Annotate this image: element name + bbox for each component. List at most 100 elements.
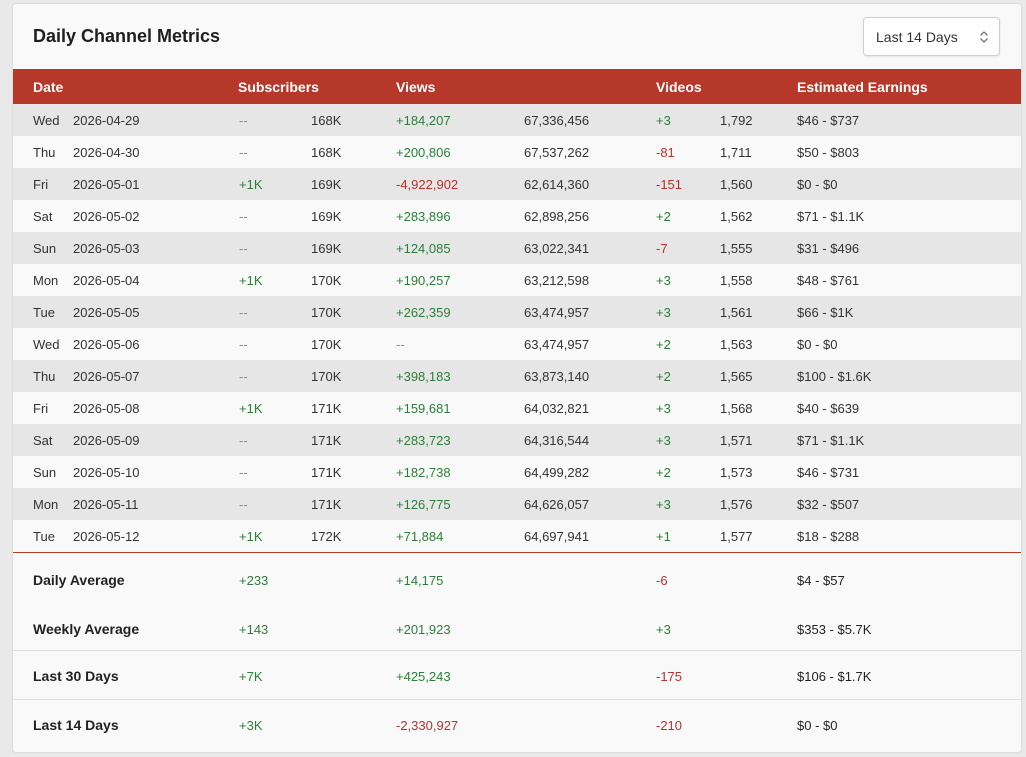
column-header-earnings[interactable]: Estimated Earnings xyxy=(797,79,928,95)
summary-views: -2,330,927 xyxy=(396,718,459,733)
cell-subscribers-change: -- xyxy=(239,305,248,320)
cell-date: 2026-05-05 xyxy=(73,305,140,320)
cell-views-total: 64,032,821 xyxy=(524,401,590,416)
cell-subscribers-change: -- xyxy=(239,369,248,384)
table-row: Wed 2026-04-29 -- 168K +184,207 67,336,456 +3 1… xyxy=(13,104,1021,136)
cell-day: Mon xyxy=(33,273,59,288)
cell-views-total: 62,614,360 xyxy=(524,177,590,192)
cell-date: 2026-05-02 xyxy=(73,209,140,224)
cell-earnings: $71 - $1.1K xyxy=(797,433,865,448)
cell-videos-total: 1,573 xyxy=(720,465,753,480)
cell-views-total: 64,316,544 xyxy=(524,433,590,448)
cell-subscribers-change: -- xyxy=(239,241,248,256)
cell-earnings: $46 - $731 xyxy=(797,465,860,480)
cell-views-total: 64,626,057 xyxy=(524,497,590,512)
cell-videos-total: 1,555 xyxy=(720,241,753,256)
cell-earnings: $48 - $761 xyxy=(797,273,860,288)
cell-views-change: +190,257 xyxy=(396,273,451,288)
cell-views-total: 63,022,341 xyxy=(524,241,590,256)
date-range-select[interactable]: Last 14 Days xyxy=(863,17,1000,56)
cell-views-change: +200,806 xyxy=(396,145,451,160)
summary-row-divider xyxy=(13,650,1021,651)
cell-videos-total: 1,563 xyxy=(720,337,753,352)
cell-videos-change: +2 xyxy=(656,337,671,352)
cell-earnings: $100 - $1.6K xyxy=(797,369,872,384)
table-row: Thu 2026-05-07 -- 170K +398,183 63,873,140 +2 1… xyxy=(13,360,1021,392)
summary-views: +201,923 xyxy=(396,622,451,637)
cell-date: 2026-04-29 xyxy=(73,113,140,128)
cell-views-total: 62,898,256 xyxy=(524,209,590,224)
summary-row: Weekly Average +143 +201,923 +3 $353 - $5.7K xyxy=(13,602,1021,650)
cell-date: 2026-05-06 xyxy=(73,337,140,352)
summary-row: Last 30 Days +7K +425,243 -175 $106 - $1.7K xyxy=(13,650,1021,699)
cell-earnings: $0 - $0 xyxy=(797,177,838,192)
cell-date: 2026-05-07 xyxy=(73,369,140,384)
cell-date: 2026-05-12 xyxy=(73,529,140,544)
cell-videos-total: 1,711 xyxy=(720,145,752,160)
column-header-date[interactable]: Date xyxy=(33,79,64,95)
cell-day: Mon xyxy=(33,497,59,512)
cell-videos-change: +1 xyxy=(656,529,671,544)
cell-videos-change: -81 xyxy=(656,145,675,160)
cell-subscribers-change: -- xyxy=(239,433,248,448)
summary-views: +14,175 xyxy=(396,573,444,588)
cell-earnings: $18 - $288 xyxy=(797,529,860,544)
column-header-views[interactable]: Views xyxy=(396,79,436,95)
summary-row: Daily Average +233 +14,175 -6 $4 - $57 xyxy=(13,553,1021,602)
summary-videos: +3 xyxy=(656,622,671,637)
cell-subscribers-change: +1K xyxy=(239,401,263,416)
cell-videos-total: 1,560 xyxy=(720,177,753,192)
cell-earnings: $46 - $737 xyxy=(797,113,860,128)
column-header-videos[interactable]: Videos xyxy=(656,79,702,95)
cell-views-total: 63,873,140 xyxy=(524,369,590,384)
summary-videos: -175 xyxy=(656,669,683,684)
cell-day: Sat xyxy=(33,209,53,224)
summary-subscribers: +143 xyxy=(239,622,269,637)
cell-videos-total: 1,568 xyxy=(720,401,753,416)
cell-earnings: $31 - $496 xyxy=(797,241,860,256)
cell-subscribers-total: 169K xyxy=(311,209,342,224)
table-row: Sat 2026-05-09 -- 171K +283,723 64,316,544 +3 1… xyxy=(13,424,1021,456)
summary-earnings: $0 - $0 xyxy=(797,718,838,733)
cell-views-total: 64,697,941 xyxy=(524,529,590,544)
cell-videos-total: 1,565 xyxy=(720,369,753,384)
cell-earnings: $71 - $1.1K xyxy=(797,209,865,224)
cell-videos-change: +3 xyxy=(656,305,671,320)
table-row: Wed 2026-05-06 -- 170K -- 63,474,957 +2 1,563 $0… xyxy=(13,328,1021,360)
cell-videos-change: +2 xyxy=(656,465,671,480)
cell-date: 2026-05-10 xyxy=(73,465,140,480)
cell-subscribers-change: -- xyxy=(239,465,248,480)
cell-day: Sun xyxy=(33,465,57,480)
cell-subscribers-total: 170K xyxy=(311,273,342,288)
summary-videos: -6 xyxy=(656,573,668,588)
summary-subscribers: +3K xyxy=(239,718,263,733)
cell-subscribers-total: 168K xyxy=(311,113,342,128)
cell-subscribers-change: -- xyxy=(239,209,248,224)
cell-views-change: +398,183 xyxy=(396,369,451,384)
summary-row-divider xyxy=(13,699,1021,700)
column-header-subscribers[interactable]: Subscribers xyxy=(238,79,319,95)
cell-subscribers-total: 169K xyxy=(311,177,342,192)
table-header: Date Subscribers Views Videos Estimated … xyxy=(13,69,1021,104)
cell-date: 2026-05-04 xyxy=(73,273,140,288)
summary-row: Last 14 Days +3K -2,330,927 -210 $0 - $0 xyxy=(13,699,1021,747)
cell-videos-change: +3 xyxy=(656,433,671,448)
cell-subscribers-total: 171K xyxy=(311,497,342,512)
cell-subscribers-total: 171K xyxy=(311,401,342,416)
cell-subscribers-total: 168K xyxy=(311,145,342,160)
cell-videos-total: 1,558 xyxy=(720,273,753,288)
cell-videos-total: 1,576 xyxy=(720,497,753,512)
cell-earnings: $32 - $507 xyxy=(797,497,860,512)
summary-divider xyxy=(13,552,1021,553)
table-row: Sun 2026-05-10 -- 171K +182,738 64,499,282 +2 1… xyxy=(13,456,1021,488)
summary-views: +425,243 xyxy=(396,669,451,684)
cell-subscribers-total: 169K xyxy=(311,241,342,256)
cell-views-change: +126,775 xyxy=(396,497,451,512)
cell-subscribers-change: +1K xyxy=(239,177,263,192)
cell-views-change: +71,884 xyxy=(396,529,444,544)
cell-date: 2026-05-11 xyxy=(73,497,139,512)
summary-subscribers: +7K xyxy=(239,669,263,684)
summary-label: Last 14 Days xyxy=(33,717,119,733)
cell-subscribers-change: -- xyxy=(239,145,248,160)
cell-views-total: 63,474,957 xyxy=(524,337,590,352)
